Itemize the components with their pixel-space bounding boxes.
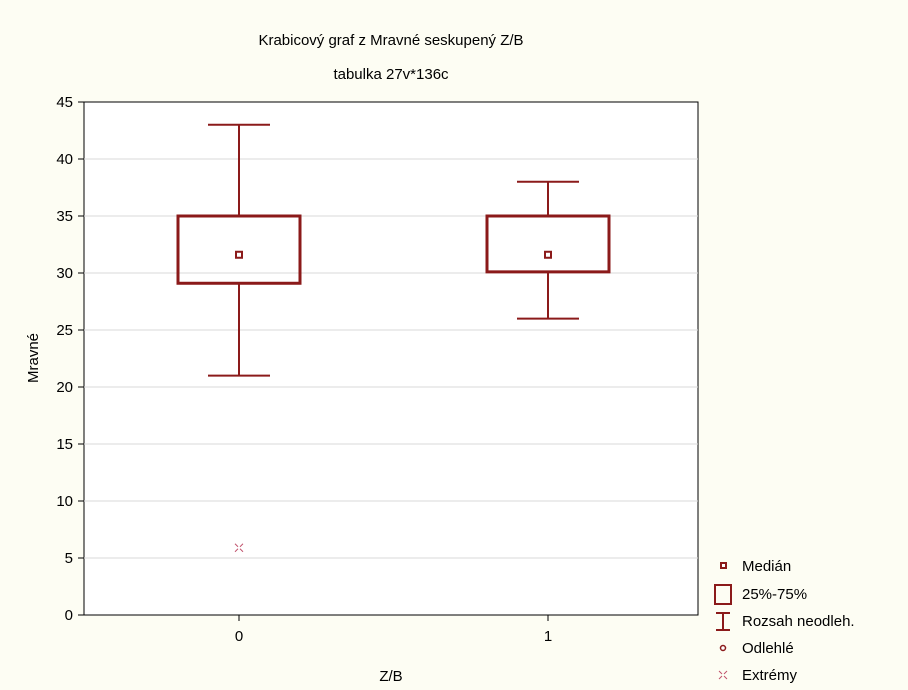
y-tick-label: 45 <box>56 94 73 111</box>
plot-area <box>83 101 699 616</box>
y-tick-label: 40 <box>56 151 73 168</box>
legend: Medián 25%-75% Rozsah neodleh. Odlehlé Extré… <box>714 558 855 684</box>
legend-item-median: Medián <box>720 558 791 575</box>
iqr-box <box>485 214 611 274</box>
y-tick-label: 30 <box>56 265 73 282</box>
extreme-stroke <box>239 543 244 548</box>
y-tick-label: 5 <box>65 550 73 567</box>
chart-subtitle: tabulka 27v*136c <box>333 66 449 83</box>
legend-label: Odlehlé <box>742 640 794 657</box>
extreme-stroke <box>718 675 723 680</box>
x-tick-label: 1 <box>544 628 552 645</box>
y-axis-title: Mravné <box>25 333 42 383</box>
extreme-marker <box>234 543 244 553</box>
x-tick-label: 0 <box>235 628 243 645</box>
median-marker <box>544 250 552 259</box>
extreme-stroke <box>234 548 239 553</box>
legend-median-icon <box>720 562 727 569</box>
legend-outlier-icon <box>719 644 727 652</box>
extreme-stroke <box>239 548 244 553</box>
extreme-stroke <box>723 675 728 680</box>
x-axis-title: Z/B <box>379 668 402 685</box>
y-tick-label: 20 <box>56 379 73 396</box>
legend-item-box: 25%-75% <box>714 584 807 605</box>
legend-item-extreme: Extrémy <box>718 667 798 684</box>
y-tick-label: 35 <box>56 208 73 225</box>
y-tick-label: 15 <box>56 436 73 453</box>
legend-extreme-icon <box>718 670 728 680</box>
legend-item-outlier: Odlehlé <box>719 640 794 657</box>
y-tick-label: 0 <box>65 607 73 624</box>
boxes <box>176 123 611 553</box>
box-group-1 <box>485 180 611 320</box>
y-tick-label: 10 <box>56 493 73 510</box>
extreme-stroke <box>234 543 239 548</box>
legend-label: Rozsah neodleh. <box>742 613 855 630</box>
chart-title: Krabicový graf z Mravné seskupený Z/B <box>258 32 523 49</box>
legend-label: Extrémy <box>742 667 798 684</box>
legend-item-whisker: Rozsah neodleh. <box>716 612 855 631</box>
legend-whisker-icon <box>716 612 730 631</box>
legend-label: Medián <box>742 558 791 575</box>
iqr-box <box>176 214 302 285</box>
y-axis: 0 5 10 15 20 25 30 35 40 45 <box>56 94 84 624</box>
extreme-stroke <box>723 670 728 675</box>
box-group-0 <box>176 123 302 553</box>
median-marker <box>235 250 243 259</box>
legend-box-icon <box>714 584 732 605</box>
extreme-stroke <box>718 670 723 675</box>
y-tick-label: 25 <box>56 322 73 339</box>
legend-label: 25%-75% <box>742 586 807 603</box>
